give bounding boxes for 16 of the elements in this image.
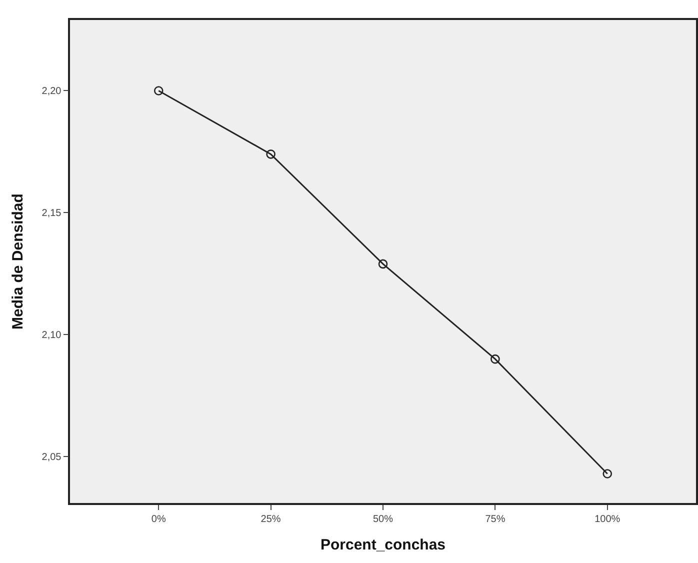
y-tick-label: 2,05 [42,452,62,464]
x-axis-title: Porcent_conchas [320,536,446,554]
x-tick-label: 25% [260,514,281,525]
point [378,259,388,269]
point [602,469,612,478]
point [266,150,276,159]
x-tick-label: 0% [151,514,166,525]
point [490,354,500,364]
y-tick-label: 2,10 [42,330,62,342]
y-tick-label: 2,20 [42,86,62,98]
x-tick-label: 75% [485,514,506,525]
point [154,86,164,96]
x-tick-label: 100% [594,514,620,525]
y-axis-title: Media de Densidad [10,194,27,330]
x-tick-label: 50% [372,514,394,525]
y-tick-label: 2,15 [42,208,62,220]
